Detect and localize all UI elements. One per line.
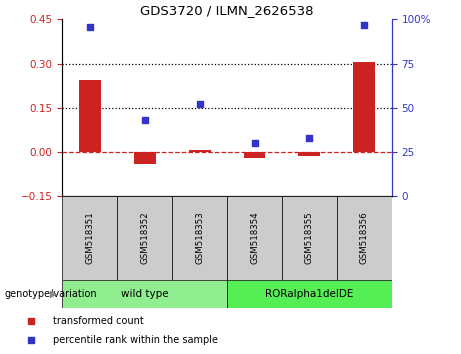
Point bbox=[196, 102, 203, 107]
Bar bbox=[79, 80, 100, 152]
Text: GSM518353: GSM518353 bbox=[195, 212, 204, 264]
Text: GSM518356: GSM518356 bbox=[360, 212, 369, 264]
Bar bbox=[282, 196, 337, 280]
Text: ▶: ▶ bbox=[50, 289, 58, 299]
Text: wild type: wild type bbox=[121, 289, 168, 299]
Point bbox=[251, 141, 258, 146]
Bar bbox=[134, 152, 156, 164]
Bar bbox=[354, 62, 375, 152]
Text: GSM518354: GSM518354 bbox=[250, 212, 259, 264]
Title: GDS3720 / ILMN_2626538: GDS3720 / ILMN_2626538 bbox=[140, 4, 314, 17]
Bar bbox=[172, 196, 227, 280]
Point bbox=[306, 135, 313, 141]
Bar bbox=[62, 280, 227, 308]
Bar bbox=[227, 196, 282, 280]
Bar bbox=[62, 196, 117, 280]
Point bbox=[86, 24, 94, 29]
Point bbox=[141, 118, 148, 123]
Text: GSM518355: GSM518355 bbox=[305, 212, 314, 264]
Text: GSM518351: GSM518351 bbox=[85, 212, 94, 264]
Text: transformed count: transformed count bbox=[53, 316, 144, 326]
Text: RORalpha1delDE: RORalpha1delDE bbox=[265, 289, 354, 299]
Text: GSM518352: GSM518352 bbox=[140, 212, 149, 264]
Bar bbox=[227, 280, 392, 308]
Text: genotype/variation: genotype/variation bbox=[5, 289, 97, 299]
Bar bbox=[298, 152, 320, 156]
Text: percentile rank within the sample: percentile rank within the sample bbox=[53, 335, 219, 345]
Bar bbox=[189, 150, 211, 152]
Bar bbox=[243, 152, 266, 158]
Point bbox=[361, 22, 368, 28]
Bar bbox=[117, 196, 172, 280]
Bar bbox=[337, 196, 392, 280]
